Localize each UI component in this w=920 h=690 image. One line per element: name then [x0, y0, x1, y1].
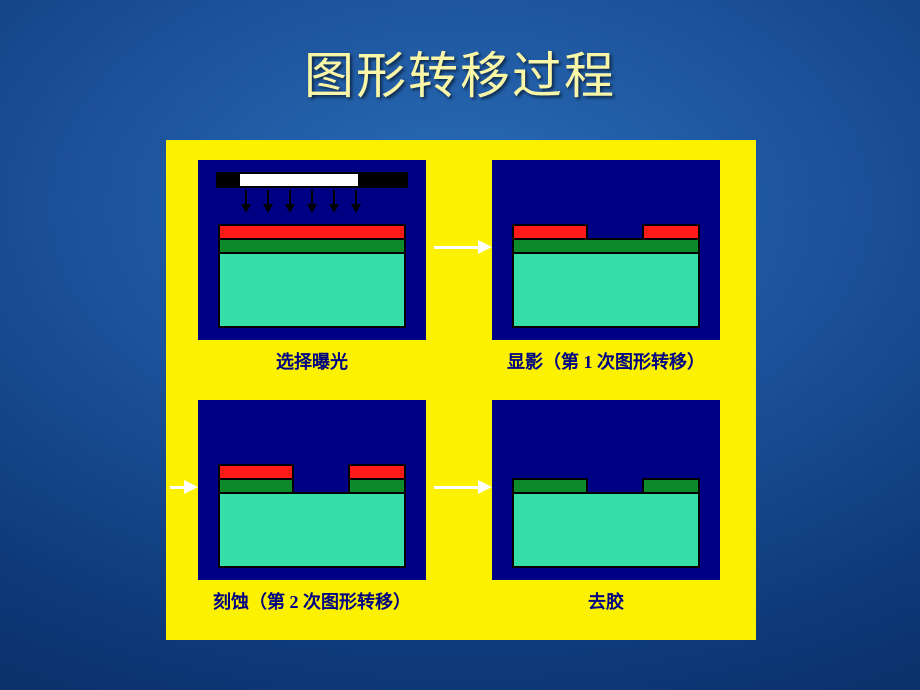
mask-opaque-left [218, 174, 240, 186]
substrate [512, 252, 700, 328]
panel-label-exposure: 选择曝光 [198, 348, 426, 374]
panel-label-etch: 刻蚀（第 2 次图形转移） [198, 588, 426, 614]
substrate [512, 492, 700, 568]
panel-label-strip: 去胶 [492, 588, 720, 614]
process-diagram: 选择曝光 显影（第 1 次图形转移） 刻蚀（第 2 次图形转移） 去胶 [166, 140, 756, 640]
panel-exposure [198, 160, 426, 340]
panel-label-develop: 显影（第 1 次图形转移） [492, 348, 720, 374]
substrate [218, 252, 406, 328]
slide: 图形转移过程 [0, 0, 920, 690]
substrate [218, 492, 406, 568]
mask-opaque-right [358, 174, 406, 186]
panel-strip [492, 400, 720, 580]
panel-develop [492, 160, 720, 340]
slide-title: 图形转移过程 [0, 36, 920, 108]
panel-etch [198, 400, 426, 580]
